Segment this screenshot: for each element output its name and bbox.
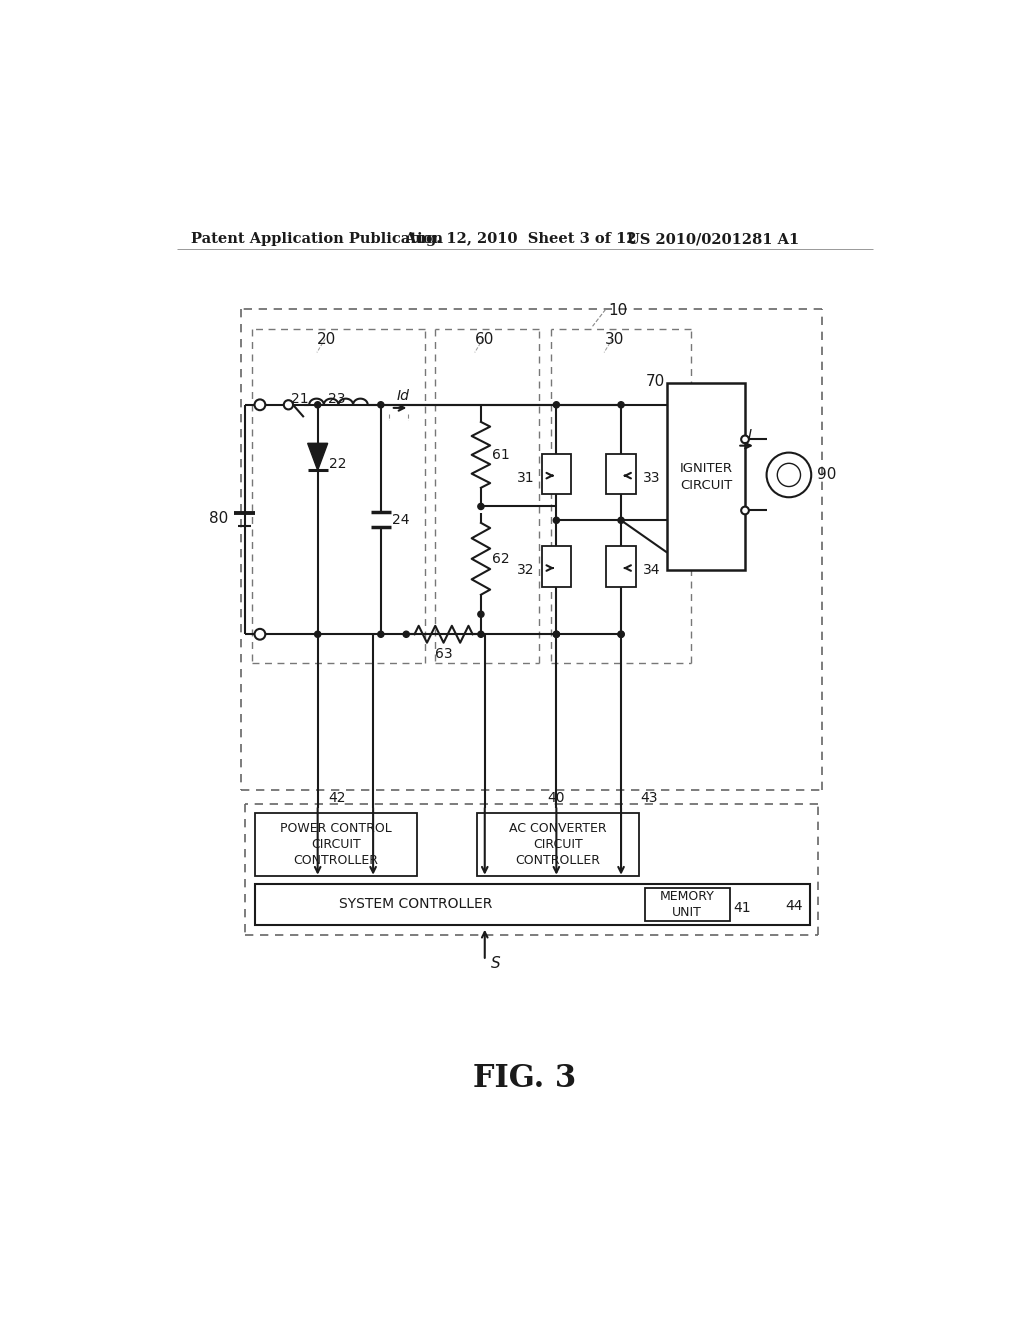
Text: 90: 90 [817,467,837,482]
Text: 60: 60 [475,333,495,347]
Text: 43: 43 [640,791,657,805]
Text: 41: 41 [733,902,751,915]
Text: I: I [748,428,752,442]
Circle shape [553,517,559,524]
Circle shape [314,631,321,638]
Circle shape [617,517,625,524]
Bar [668,383,745,570]
Text: SYSTEM CONTROLLER: SYSTEM CONTROLLER [339,898,493,911]
Text: MEMORY
UNIT: MEMORY UNIT [659,890,715,919]
Circle shape [314,401,321,408]
Polygon shape [307,444,328,470]
Text: 24: 24 [392,512,410,527]
Text: IGNITER
CIRCUIT: IGNITER CIRCUIT [680,462,732,492]
Text: Id: Id [396,389,409,404]
Circle shape [255,400,265,411]
Text: 63: 63 [435,647,453,660]
Bar [645,888,730,921]
Circle shape [553,631,559,638]
Text: 33: 33 [643,471,660,484]
Circle shape [478,611,484,618]
Circle shape [617,631,625,638]
Circle shape [255,628,265,640]
Text: 10: 10 [608,304,628,318]
Bar [477,813,639,876]
Text: 70: 70 [646,374,665,389]
Circle shape [553,401,559,408]
Circle shape [478,631,484,638]
Text: 62: 62 [493,552,510,566]
Text: 31: 31 [517,471,535,484]
Text: Patent Application Publication: Patent Application Publication [190,232,442,247]
Text: 30: 30 [604,333,624,347]
Bar [542,546,571,586]
Circle shape [378,401,384,408]
Circle shape [777,463,801,487]
Text: 80: 80 [210,511,228,527]
Circle shape [741,507,749,515]
Text: 44: 44 [785,899,803,913]
Circle shape [403,631,410,638]
Text: 23: 23 [328,392,346,405]
Circle shape [553,631,559,638]
Text: AC CONVERTER
CIRCUIT
CONTROLLER: AC CONVERTER CIRCUIT CONTROLLER [509,822,607,867]
Text: 34: 34 [643,564,660,577]
Text: US 2010/0201281 A1: US 2010/0201281 A1 [628,232,800,247]
Circle shape [741,436,749,444]
Circle shape [617,631,625,638]
Text: S: S [490,956,501,972]
Circle shape [478,503,484,510]
Bar [255,884,810,924]
Circle shape [378,631,384,638]
Text: FIG. 3: FIG. 3 [473,1063,577,1094]
Text: 42: 42 [328,791,346,805]
Circle shape [284,400,293,409]
Text: POWER CONTROL
CIRCUIT
CONTROLLER: POWER CONTROL CIRCUIT CONTROLLER [281,822,392,867]
Bar [542,454,571,494]
Text: 22: 22 [330,458,347,471]
Text: 32: 32 [517,564,535,577]
Text: 21: 21 [292,392,309,405]
Bar [606,546,636,586]
Text: Aug. 12, 2010  Sheet 3 of 12: Aug. 12, 2010 Sheet 3 of 12 [403,232,637,247]
Text: 40: 40 [548,791,565,805]
Text: 20: 20 [317,333,337,347]
Text: 61: 61 [493,447,510,462]
Bar [255,813,417,876]
Bar [606,454,636,494]
Circle shape [617,401,625,408]
Circle shape [767,453,811,498]
